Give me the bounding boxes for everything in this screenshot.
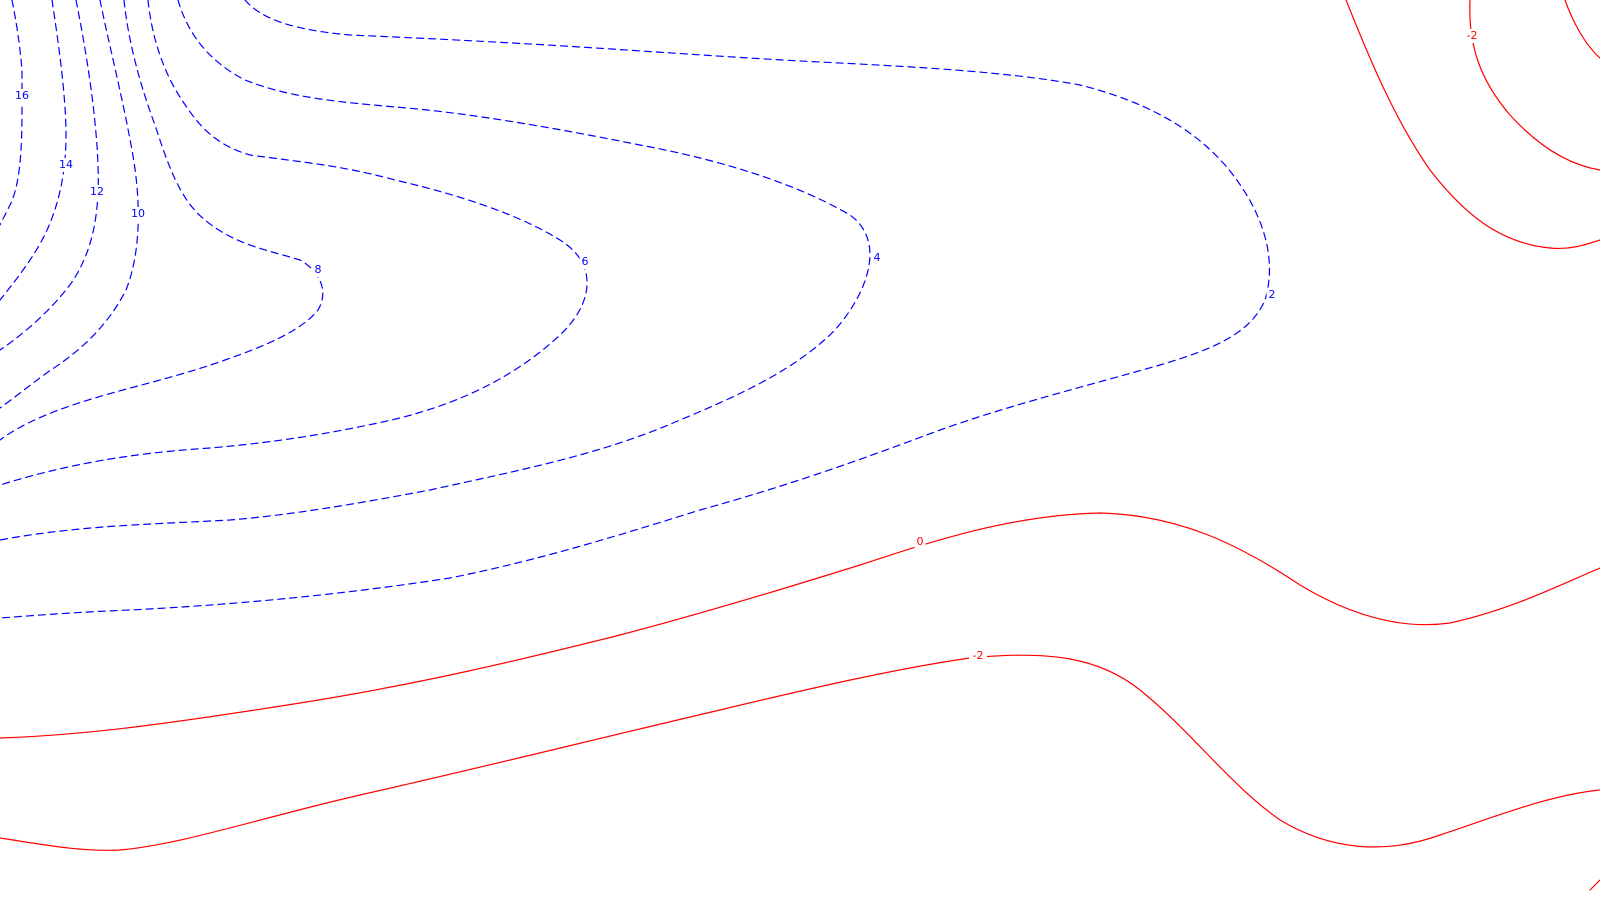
contour-label: 12 [90,185,104,198]
contour-line-level-4-0 [0,0,871,541]
contour-label-bg [13,89,31,103]
contour-line-level-0-0 [0,512,1600,739]
contour-label-bg [579,255,591,269]
contour-label-bg [1266,288,1278,302]
contour-label-bg [914,535,926,549]
contour-label: 8 [315,263,322,276]
contour-label: -2 [1467,29,1478,42]
contour-label-bg [969,649,987,663]
contour-label: 14 [59,158,73,171]
contour-label-bg [57,158,75,172]
contour-label-bg [88,185,106,199]
contour-line-level-6-0 [0,0,588,486]
contour-line-level-neg2-2 [1469,0,1600,171]
contour-label: 4 [874,251,881,264]
contour-line-level-8-0 [0,0,324,441]
contour-line-level-14-0 [0,0,67,301]
contour-label: 10 [131,207,145,220]
contour-line-level-10-0 [0,0,139,409]
contour-label: 2 [1269,288,1276,301]
contour-label-bg [1463,29,1481,43]
contour-label: 16 [15,89,29,102]
contour-line-level-12-0 [0,0,99,351]
contour-label-bg [871,251,883,265]
contour-line-level-0-1 [1589,879,1600,891]
contour-line-level-2-0 [0,0,1271,619]
contour-label-bg [129,207,147,221]
contour-labels: 16 14 12 10 8 6 4 2 0 -2 -2 [13,29,1481,663]
contour-label-bg [312,263,324,277]
contour-line-level-16-0 [0,0,23,226]
contour-label: -2 [973,649,984,662]
contour-label: 6 [582,255,589,268]
contour-label: 0 [917,535,924,548]
contour-line-level-neg2-1 [1345,0,1600,250]
contour-line-level-neg2-3 [1564,0,1600,59]
contour-line-level-neg2-0 [0,654,1600,851]
